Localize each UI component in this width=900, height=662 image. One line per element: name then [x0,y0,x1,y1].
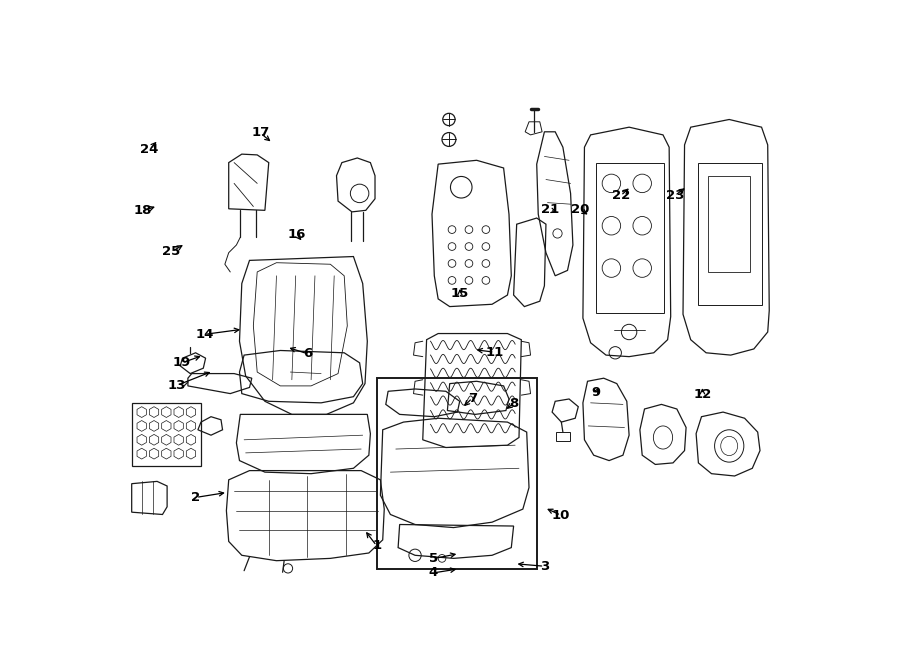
Bar [698,163,761,305]
Bar [131,403,201,466]
Bar [376,378,536,569]
Text: 21: 21 [541,203,559,216]
Text: 7: 7 [468,391,477,404]
Text: 9: 9 [591,387,600,399]
Text: 6: 6 [302,347,312,360]
Text: 24: 24 [140,143,158,156]
Text: 16: 16 [288,228,306,242]
Text: 5: 5 [429,552,438,565]
Text: 12: 12 [693,388,712,401]
Text: 14: 14 [195,328,214,341]
Text: 22: 22 [611,189,630,202]
Text: 23: 23 [665,189,684,202]
Text: 15: 15 [451,287,469,300]
Text: 2: 2 [192,491,201,504]
Bar [556,432,570,442]
Text: 4: 4 [429,567,438,579]
Text: 11: 11 [485,346,504,359]
Text: 3: 3 [540,560,549,573]
Text: 19: 19 [173,356,191,369]
Text: 1: 1 [372,540,382,552]
Text: 20: 20 [572,203,590,216]
Text: 17: 17 [251,126,269,140]
Bar [707,175,750,272]
Text: 8: 8 [509,397,518,410]
Bar [596,163,664,312]
Text: 13: 13 [168,379,186,392]
Text: 18: 18 [133,205,152,217]
Text: 25: 25 [163,245,181,258]
Text: 10: 10 [552,509,571,522]
